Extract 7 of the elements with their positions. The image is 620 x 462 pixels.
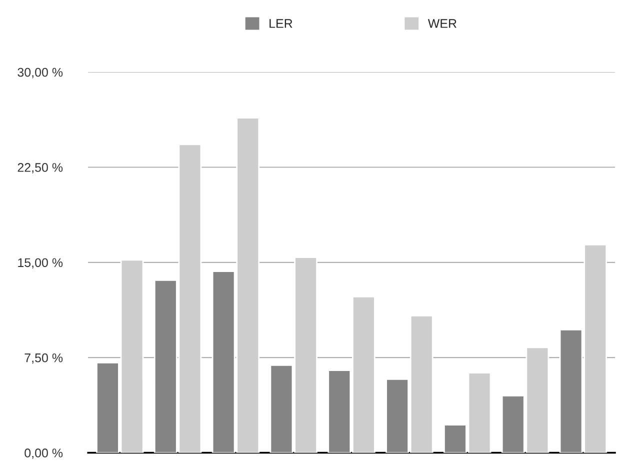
y-tick-label: 15,00 % (18, 258, 63, 269)
legend-label: LER (270, 19, 292, 28)
y-tick-label: 7,50 % (24, 353, 63, 364)
y-tick-label: 0,00 % (24, 448, 63, 459)
legend-label: WER (428, 19, 456, 28)
y-tick-label: 30,00 % (18, 68, 63, 78)
y-tick-label: 22,50 % (18, 163, 63, 174)
